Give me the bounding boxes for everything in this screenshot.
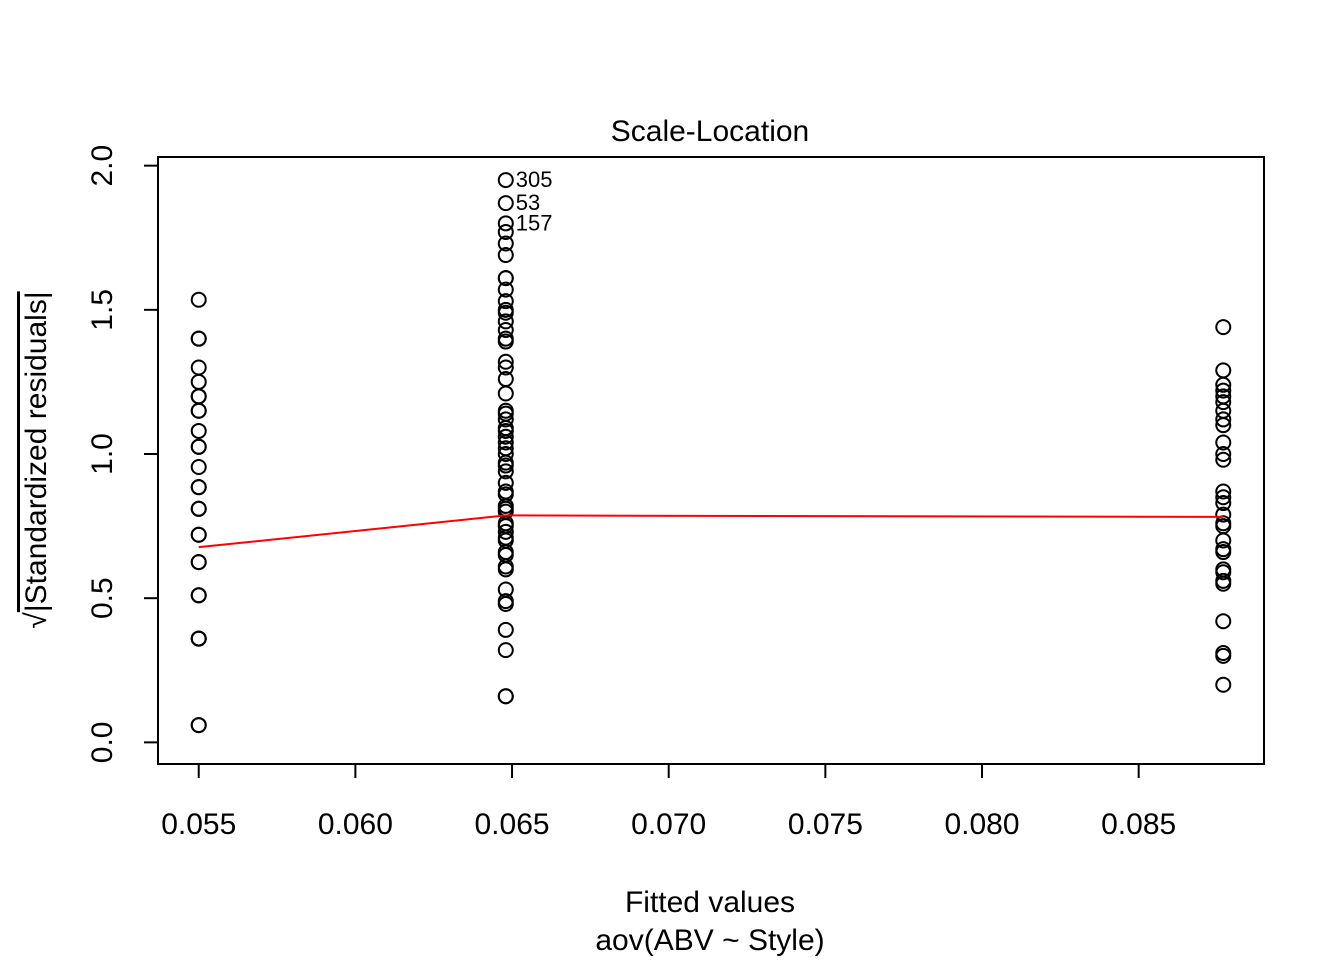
data-point xyxy=(1215,647,1232,664)
data-point xyxy=(497,215,514,232)
data-point xyxy=(497,434,514,451)
data-point xyxy=(1215,506,1232,523)
data-point xyxy=(497,195,514,212)
data-point xyxy=(1215,495,1232,512)
x-tick-label: 0.070 xyxy=(631,808,706,841)
x-axis: 0.055 0.060 0.065 0.070 0.075 0.080 0.085 xyxy=(161,763,1176,841)
x-axis-label: Fitted values xyxy=(625,886,795,919)
x-tick-label: 0.075 xyxy=(788,808,863,841)
data-point xyxy=(1215,417,1232,434)
data-point xyxy=(497,293,514,310)
data-point xyxy=(1215,451,1232,468)
x-tick-label: 0.060 xyxy=(318,808,393,841)
y-axis-label: √|Standardized residuals| xyxy=(20,291,53,628)
data-point xyxy=(497,359,514,376)
data-point xyxy=(497,621,514,638)
data-point xyxy=(1215,434,1232,451)
y-tick-label: 2.0 xyxy=(86,145,119,187)
data-point xyxy=(497,561,514,578)
data-point xyxy=(190,458,207,475)
data-point xyxy=(497,595,514,612)
data-point xyxy=(1215,376,1232,393)
data-point xyxy=(497,422,514,439)
data-point xyxy=(497,474,514,491)
data-point xyxy=(190,587,207,604)
data-point xyxy=(497,523,514,540)
data-point xyxy=(497,247,514,264)
data-point xyxy=(190,291,207,308)
point-label: 157 xyxy=(516,210,553,235)
data-point xyxy=(190,526,207,543)
data-point xyxy=(497,688,514,705)
data-point xyxy=(497,313,514,330)
data-point xyxy=(190,717,207,734)
data-point xyxy=(497,223,514,240)
data-point xyxy=(190,479,207,496)
data-point xyxy=(1215,483,1232,500)
y-tick-label: 0.5 xyxy=(86,577,119,619)
x-tick-label: 0.065 xyxy=(475,808,550,841)
data-point xyxy=(190,330,207,347)
data-point xyxy=(497,642,514,659)
data-point xyxy=(1215,446,1232,463)
data-point xyxy=(190,402,207,419)
data-point xyxy=(497,446,514,463)
data-point xyxy=(190,554,207,571)
smooth-line-group xyxy=(198,514,1224,549)
y-tick-label: 1.5 xyxy=(86,289,119,331)
data-point xyxy=(497,457,514,474)
data-point xyxy=(497,304,514,321)
data-point xyxy=(1215,382,1232,399)
y-tick-label: 1.0 xyxy=(86,433,119,475)
data-point xyxy=(497,353,514,370)
data-point xyxy=(1215,394,1232,411)
data-point xyxy=(1215,411,1232,428)
data-point xyxy=(497,235,514,252)
x-tick-label: 0.085 xyxy=(1101,808,1176,841)
data-point xyxy=(497,281,514,298)
data-point xyxy=(497,428,514,445)
data-point xyxy=(190,422,207,439)
x-tick-label: 0.080 xyxy=(944,808,1019,841)
x-tick-label: 0.055 xyxy=(161,808,236,841)
y-axis: 0.0 0.5 1.0 1.5 2.0 xyxy=(86,145,159,764)
chart-title: Scale-Location xyxy=(611,115,809,148)
data-point xyxy=(497,172,514,189)
data-point xyxy=(190,500,207,517)
data-point xyxy=(1215,564,1232,581)
data-point xyxy=(1215,575,1232,592)
data-point xyxy=(190,630,207,647)
point-label: 305 xyxy=(516,167,553,192)
point-label: 53 xyxy=(516,190,540,215)
data-point xyxy=(1215,676,1232,693)
y-tick-label: 0.0 xyxy=(86,722,119,764)
data-point xyxy=(1215,489,1232,506)
data-point xyxy=(190,438,207,455)
data-point xyxy=(497,322,514,339)
data-point xyxy=(497,385,514,402)
data-point xyxy=(1215,613,1232,630)
svg-text:√|Standardized residuals|: √|Standardized residuals| xyxy=(20,291,53,628)
data-point xyxy=(1215,319,1232,336)
data-point xyxy=(497,411,514,428)
data-point xyxy=(497,333,514,350)
y-axis-label-text: |Standardized residuals| xyxy=(20,291,53,612)
y-axis-label-radical: √ xyxy=(20,612,53,629)
data-point xyxy=(497,270,514,287)
data-point xyxy=(1215,544,1232,561)
smooth-line xyxy=(198,514,1224,549)
data-point xyxy=(1215,532,1232,549)
x-axis-sublabel: aov(ABV ~ Style) xyxy=(595,924,824,957)
data-point xyxy=(497,463,514,480)
